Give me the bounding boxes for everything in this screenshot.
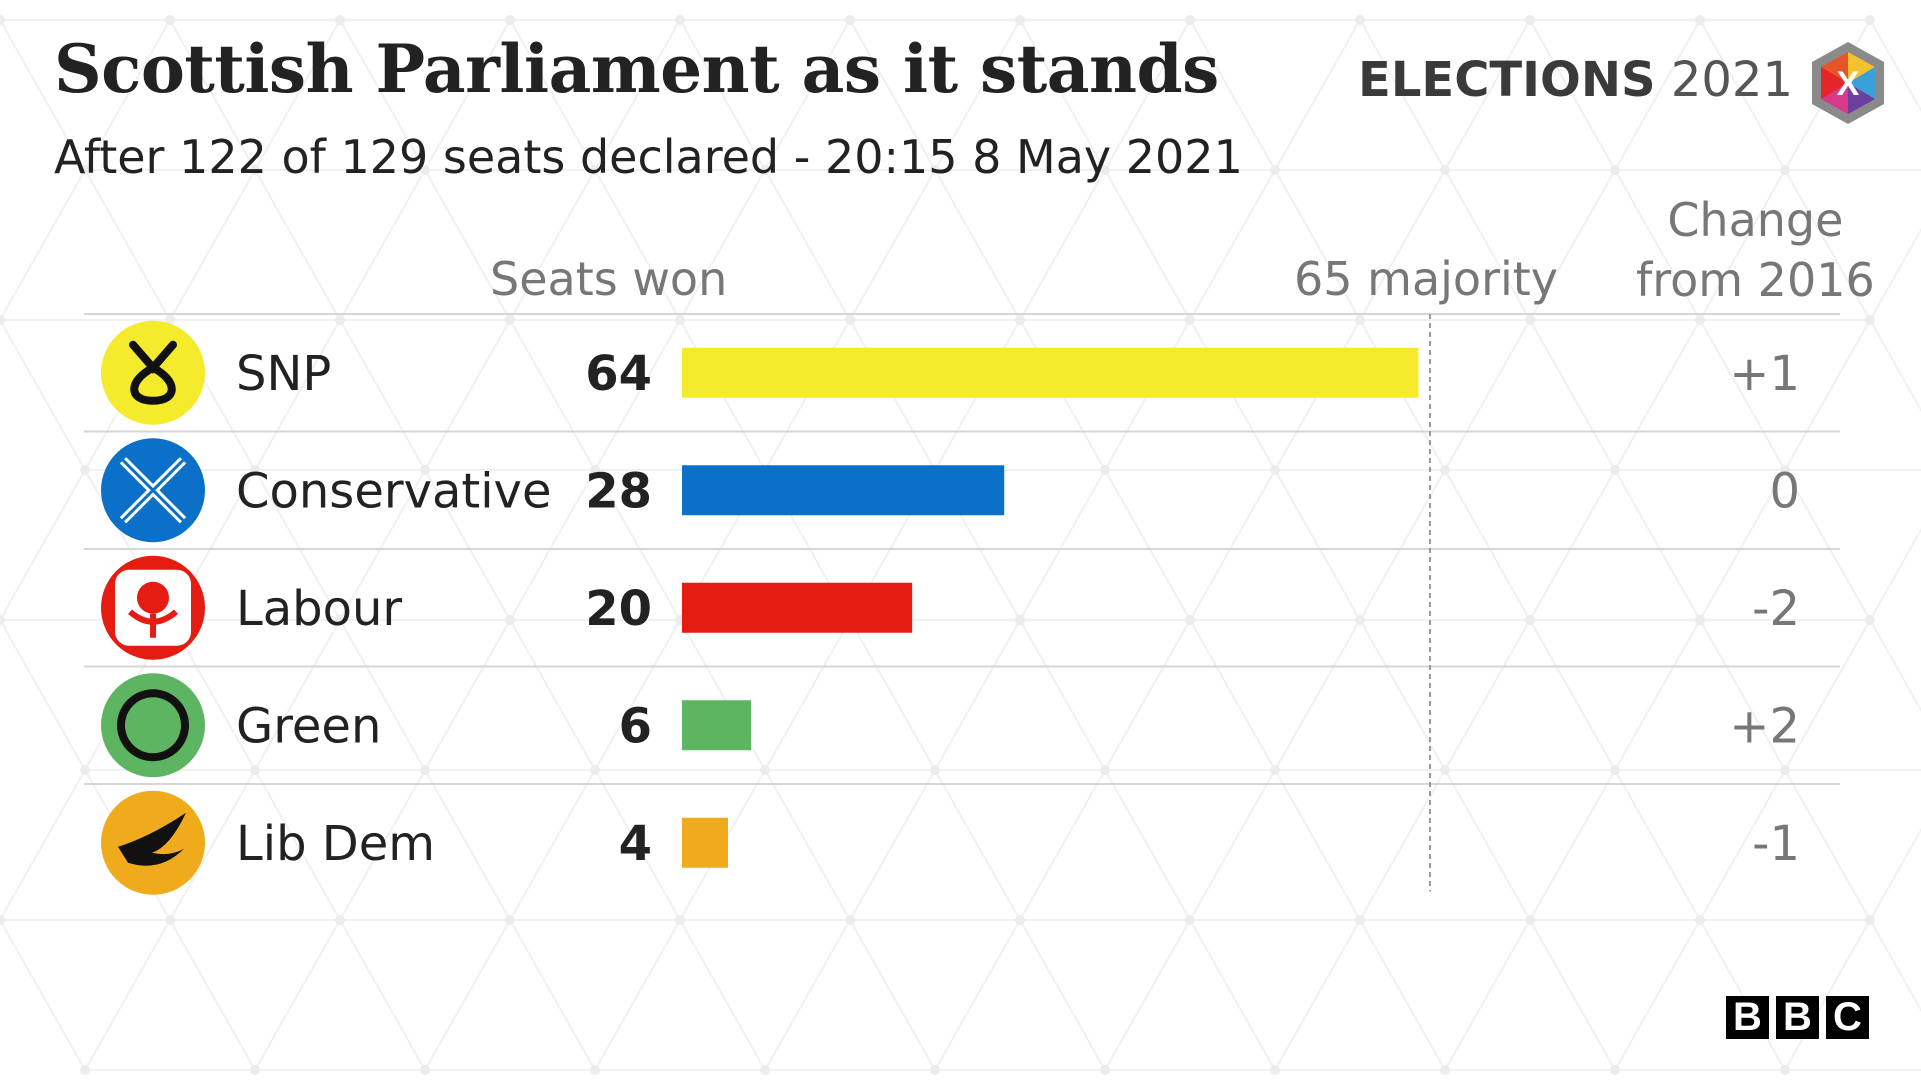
party-name-label: Green xyxy=(236,698,381,754)
party-name-label: Labour xyxy=(236,581,402,637)
bbc-logo-letter-2: B xyxy=(1776,996,1819,1039)
seats-value-label: 6 xyxy=(619,698,652,754)
bbc-logo-letter-1: B xyxy=(1726,996,1769,1039)
party-name-label: Conservative xyxy=(236,463,552,519)
libdem-bird-icon xyxy=(101,790,205,895)
change-header: Change from 2016 xyxy=(1636,190,1875,310)
conservative-logo-icon xyxy=(101,438,205,543)
bbc-logo: B B C xyxy=(1726,996,1869,1039)
change-value-label: +1 xyxy=(1729,346,1800,402)
brand-elections: ELECTIONS xyxy=(1358,52,1656,108)
chart-subtitle: After 122 of 129 seats declared - 20:15 … xyxy=(54,130,1243,184)
elections-hexagon-icon: X xyxy=(1812,42,1884,124)
brand-mark-text: X xyxy=(1837,65,1860,103)
seats-value-label: 64 xyxy=(585,346,652,402)
seats-won-header: Seats won xyxy=(490,252,728,306)
snp-logo-icon xyxy=(101,320,205,425)
green-logo-icon xyxy=(101,673,205,778)
majority-header: 65 majority xyxy=(1294,252,1559,306)
brand-year: 2021 xyxy=(1670,52,1793,108)
elections-brand: ELECTIONS 2021 xyxy=(1358,52,1793,108)
seats-value-label: 28 xyxy=(585,463,652,519)
seats-bar xyxy=(682,582,913,633)
seats-bar xyxy=(682,465,1005,516)
party-name-label: Lib Dem xyxy=(236,816,435,872)
bbc-logo-letter-3: C xyxy=(1826,996,1869,1039)
seats-bar xyxy=(682,347,1419,398)
seats-value-label: 20 xyxy=(585,581,652,637)
seats-bar xyxy=(682,700,752,751)
party-name-label: SNP xyxy=(236,346,331,402)
change-value-label: -2 xyxy=(1752,581,1800,637)
chart-title: Scottish Parliament as it stands xyxy=(54,30,1219,108)
seats-bar xyxy=(682,817,729,868)
change-header-line1: Change xyxy=(1667,193,1844,247)
change-value-label: -1 xyxy=(1752,816,1800,872)
change-value-label: +2 xyxy=(1729,698,1800,754)
seats-value-label: 4 xyxy=(619,816,652,872)
change-value-label: 0 xyxy=(1769,463,1800,519)
labour-rose-icon xyxy=(101,555,205,660)
change-header-line2: from 2016 xyxy=(1636,253,1875,307)
